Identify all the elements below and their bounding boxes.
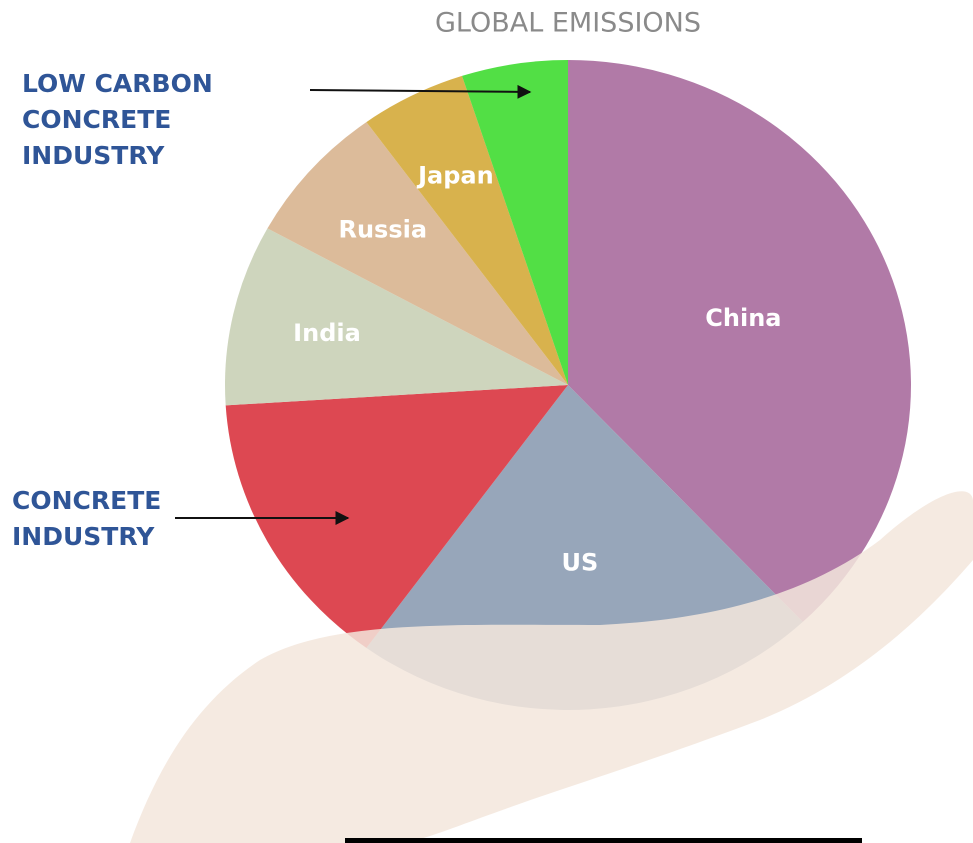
pie-slice: [462, 60, 568, 385]
slice-label: US: [561, 548, 598, 576]
pie-slice: [225, 385, 569, 648]
hand: [130, 491, 973, 843]
annotation: CONCRETE INDUSTRY: [12, 486, 162, 551]
slice-label: Russia: [338, 215, 427, 243]
chart-title: GLOBAL EMISSIONS: [435, 8, 701, 39]
pie-slice: [267, 122, 568, 386]
arrow: [309, 84, 532, 99]
slice-label: Japan: [416, 162, 494, 190]
annotation: LOW CARBON CONCRETE INDUSTRY: [22, 69, 213, 170]
pie-slice: [568, 60, 911, 622]
pie-slice: [225, 228, 568, 406]
slice-label: China: [705, 304, 781, 332]
bottom-bar: [345, 838, 862, 843]
slice-label: India: [293, 319, 361, 347]
pie-slice: [366, 75, 568, 386]
